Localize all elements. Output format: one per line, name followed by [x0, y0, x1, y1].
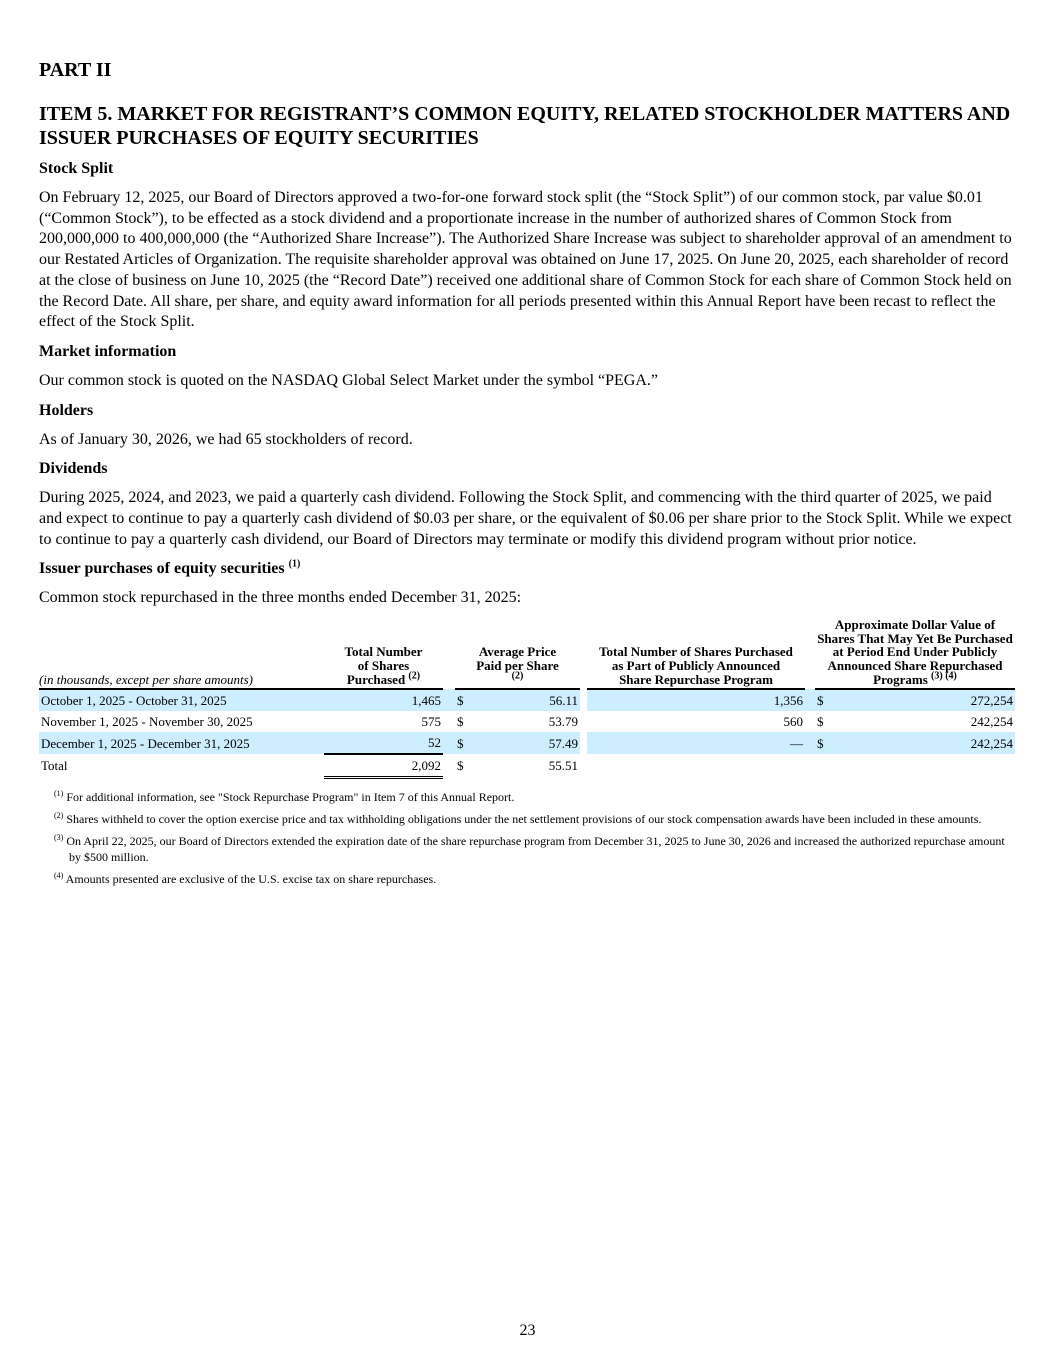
table-row: November 1, 2025 - November 30, 2025 575… [39, 711, 1015, 733]
issuer-text: Common stock repurchased in the three mo… [39, 589, 522, 607]
stock-split-text: On February 12, 2025, our Board of Direc… [39, 189, 1012, 331]
table-row: December 1, 2025 - December 31, 2025 52 … [39, 732, 1015, 756]
table-row: October 1, 2025 - October 31, 2025 1,465… [39, 689, 1015, 712]
header-program: Total Number of Shares Purchased as Part… [587, 618, 805, 691]
part-heading: PART II [39, 59, 112, 81]
header-label: (in thousands, except per share amounts) [39, 618, 324, 691]
footnotes: (1) For additional information, see "Sto… [39, 789, 1015, 887]
table-header-row: (in thousands, except per share amounts)… [39, 618, 1015, 691]
issuer-heading: Issuer purchases of equity securities (1… [39, 559, 301, 578]
market-heading: Market information [39, 342, 177, 360]
page-number: 23 [519, 1322, 536, 1339]
holders-heading: Holders [39, 401, 94, 419]
repurchase-table: (in thousands, except per share amounts)… [39, 618, 1015, 780]
footnote: (4) Amounts presented are exclusive of t… [54, 871, 437, 887]
market-text: Our common stock is quoted on the NASDAQ… [39, 371, 659, 389]
header-remaining: Approximate Dollar Value of Shares That … [815, 618, 1015, 691]
footnote: (1) For additional information, see "Sto… [54, 789, 515, 805]
dividends-text: During 2025, 2024, and 2023, we paid a q… [39, 489, 1012, 548]
header-price: Average Price Paid per Share (2) [455, 618, 580, 691]
holders-text: As of January 30, 2026, we had 65 stockh… [39, 430, 413, 448]
footnote: (3) On April 22, 2025, our Board of Dire… [54, 833, 1005, 865]
item-title: ITEM 5. MARKET FOR REGISTRANT’S COMMON E… [39, 103, 1011, 149]
footnote: (2) Shares withheld to cover the option … [54, 811, 982, 827]
stock-split-heading: Stock Split [39, 160, 114, 177]
header-shares: Total Number of Shares Purchased (2) [324, 618, 443, 691]
table-total-row: Total 2,092 $ 55.51 [39, 754, 1015, 780]
dividends-heading: Dividends [39, 460, 108, 478]
